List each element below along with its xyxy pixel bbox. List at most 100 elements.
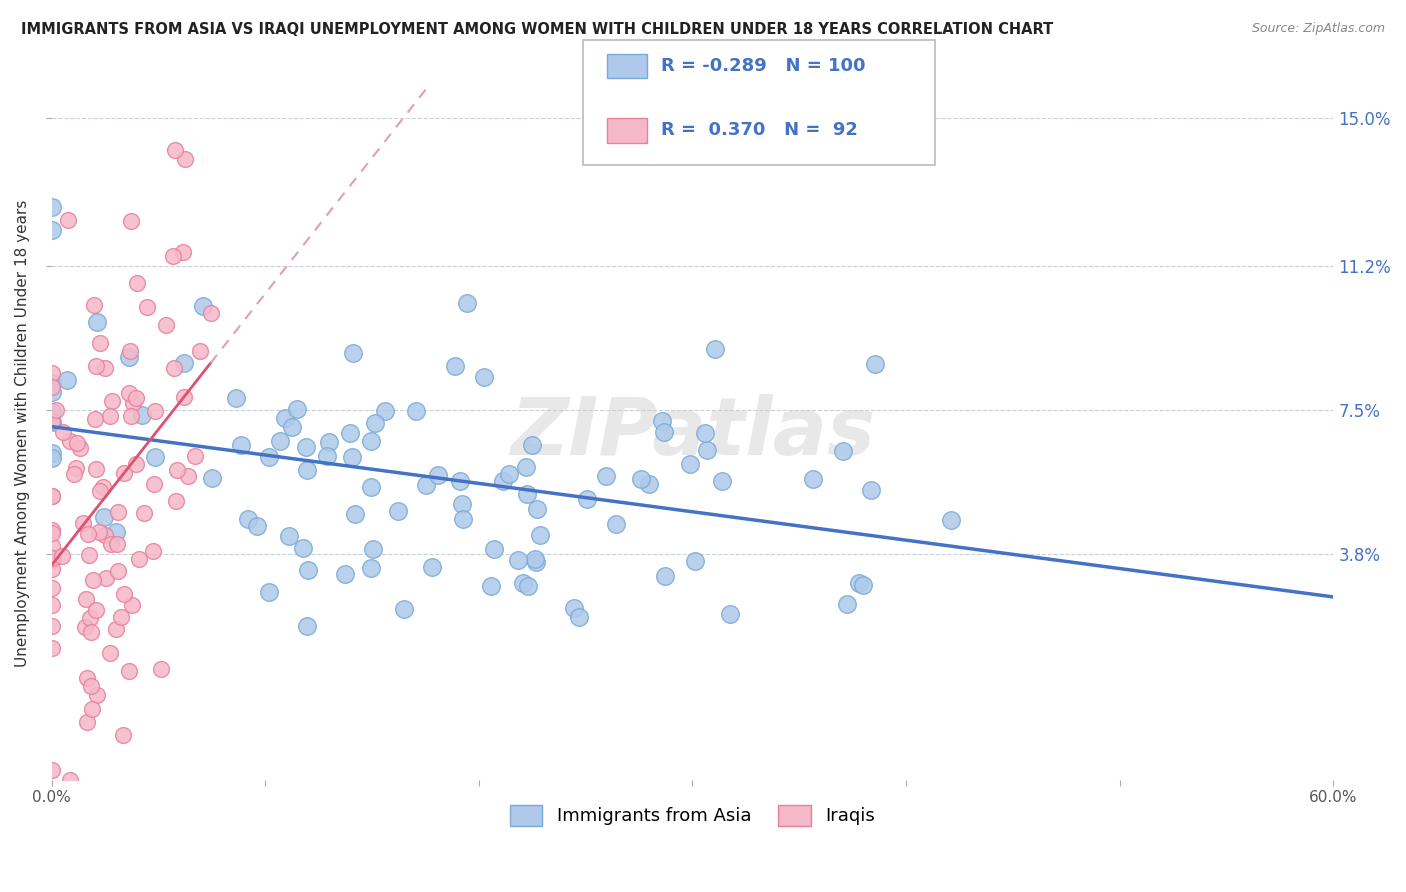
- Point: [93, 510, 115, 524]
- Point: [449, 474, 471, 488]
- Point: [166, 462, 188, 476]
- Point: [285, 401, 308, 416]
- Point: [120, 409, 142, 424]
- Point: [41, 200, 63, 214]
- Point: [143, 404, 166, 418]
- Point: [451, 512, 474, 526]
- Point: [654, 568, 676, 582]
- Point: [360, 434, 382, 448]
- Point: [100, 537, 122, 551]
- Point: [225, 391, 247, 405]
- Point: [105, 622, 128, 636]
- Point: [173, 357, 195, 371]
- Point: [120, 343, 142, 358]
- Point: [76, 715, 98, 730]
- Point: [41, 415, 63, 429]
- Point: [134, 506, 156, 520]
- Point: [801, 472, 824, 486]
- Point: [121, 598, 143, 612]
- Point: [80, 624, 103, 639]
- Point: [562, 601, 585, 615]
- Point: [278, 529, 301, 543]
- Point: [360, 560, 382, 574]
- Text: R = -0.289   N = 100: R = -0.289 N = 100: [661, 57, 865, 75]
- Point: [246, 518, 269, 533]
- Point: [75, 619, 97, 633]
- Point: [83, 298, 105, 312]
- Text: IMMIGRANTS FROM ASIA VS IRAQI UNEMPLOYMENT AMONG WOMEN WITH CHILDREN UNDER 18 YE: IMMIGRANTS FROM ASIA VS IRAQI UNEMPLOYME…: [21, 22, 1053, 37]
- Point: [118, 386, 141, 401]
- Legend: Immigrants from Asia, Iraqis: Immigrants from Asia, Iraqis: [502, 797, 883, 833]
- Point: [41, 489, 63, 503]
- Point: [512, 576, 534, 591]
- Point: [84, 603, 107, 617]
- Point: [173, 152, 195, 166]
- Point: [65, 461, 87, 475]
- Point: [143, 450, 166, 465]
- Point: [498, 467, 520, 481]
- Point: [852, 578, 875, 592]
- Point: [165, 494, 187, 508]
- Point: [41, 366, 63, 380]
- Point: [344, 507, 367, 521]
- Point: [112, 466, 135, 480]
- Point: [638, 477, 661, 491]
- Point: [520, 438, 543, 452]
- Point: [718, 607, 741, 622]
- Point: [508, 552, 530, 566]
- Point: [86, 461, 108, 475]
- Point: [122, 396, 145, 410]
- Point: [155, 318, 177, 332]
- Point: [84, 359, 107, 373]
- Point: [683, 554, 706, 568]
- Point: [387, 504, 409, 518]
- Point: [516, 487, 538, 501]
- Point: [835, 597, 858, 611]
- Point: [696, 443, 718, 458]
- Point: [118, 351, 141, 365]
- Point: [79, 610, 101, 624]
- Point: [41, 380, 63, 394]
- Point: [105, 525, 128, 540]
- Point: [259, 450, 281, 464]
- Point: [41, 526, 63, 541]
- Point: [162, 249, 184, 263]
- Point: [75, 591, 97, 606]
- Point: [72, 516, 94, 531]
- Point: [165, 143, 187, 157]
- Point: [188, 344, 211, 359]
- Point: [59, 434, 82, 448]
- Point: [605, 516, 627, 531]
- Point: [342, 450, 364, 464]
- Point: [292, 541, 315, 555]
- Point: [297, 618, 319, 632]
- Point: [89, 335, 111, 350]
- Point: [575, 492, 598, 507]
- Point: [392, 601, 415, 615]
- Point: [492, 474, 515, 488]
- Point: [41, 376, 63, 390]
- Point: [191, 299, 214, 313]
- Point: [98, 646, 121, 660]
- Point: [41, 523, 63, 537]
- Point: [339, 426, 361, 441]
- Point: [76, 671, 98, 685]
- Point: [142, 543, 165, 558]
- Point: [651, 414, 673, 428]
- Point: [163, 361, 186, 376]
- Point: [939, 513, 962, 527]
- Point: [51, 549, 73, 563]
- Point: [94, 360, 117, 375]
- Point: [41, 405, 63, 419]
- Point: [41, 763, 63, 777]
- Point: [41, 450, 63, 465]
- Point: [333, 566, 356, 581]
- Point: [58, 772, 80, 787]
- Point: [517, 579, 540, 593]
- Point: [86, 315, 108, 329]
- Point: [98, 409, 121, 423]
- Point: [316, 449, 339, 463]
- Point: [373, 403, 395, 417]
- Point: [360, 480, 382, 494]
- Point: [89, 483, 111, 498]
